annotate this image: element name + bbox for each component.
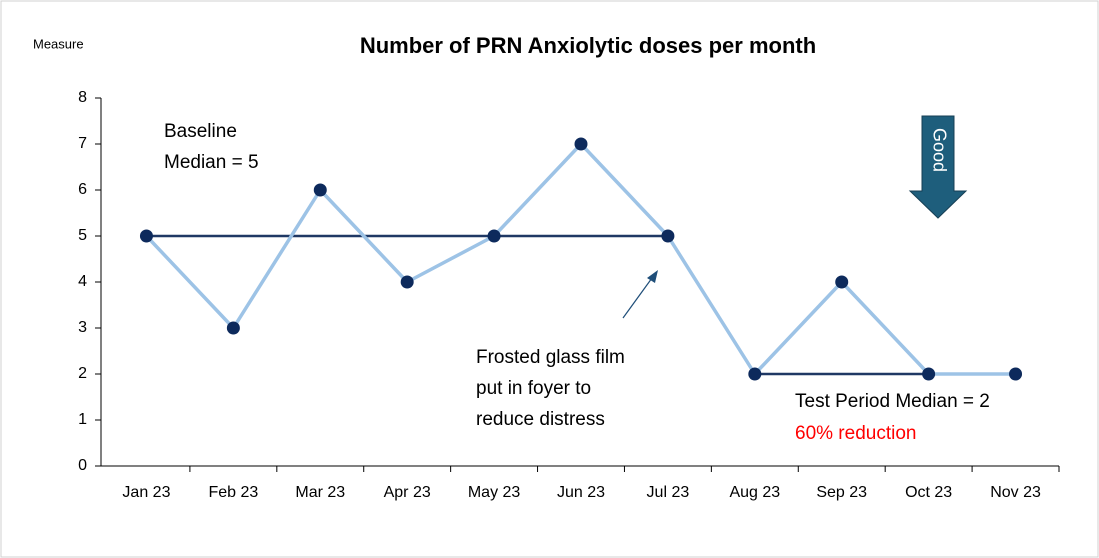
annotation: 60% reduction [795, 423, 916, 444]
x-tick-label: May 23 [468, 484, 521, 501]
data-point [748, 367, 762, 381]
y-tick-label: 3 [78, 319, 87, 336]
data-point [400, 275, 414, 289]
annotation: Baseline [164, 121, 237, 142]
direction-label: Good [929, 128, 949, 172]
x-tick-label: Oct 23 [905, 484, 952, 501]
x-tick-label: Apr 23 [384, 484, 431, 501]
y-tick-label: 5 [78, 227, 87, 244]
y-tick-label: 1 [78, 411, 87, 428]
data-point [139, 229, 153, 243]
y-tick-label: 6 [78, 181, 87, 198]
data-point [922, 367, 936, 381]
annotation-arrow [622, 277, 653, 319]
x-tick-label: Nov 23 [990, 484, 1041, 501]
data-point [313, 183, 327, 197]
annotation: Test Period Median = 2 [795, 391, 990, 412]
data-point [574, 137, 588, 151]
annotation: Frosted glass film [476, 347, 625, 368]
y-tick-label: 4 [78, 273, 87, 290]
data-point [835, 275, 849, 289]
y-tick-label: 2 [78, 365, 87, 382]
data-point [1009, 367, 1023, 381]
y-tick-label: 8 [78, 89, 87, 106]
annotation: reduce distress [476, 409, 605, 430]
x-tick-label: Sep 23 [816, 484, 867, 501]
chart-title: Number of PRN Anxiolytic doses per month [360, 33, 816, 58]
y-tick-label: 0 [78, 457, 87, 474]
annotation-arrowhead [647, 270, 658, 283]
data-point [487, 229, 501, 243]
x-tick-label: Jul 23 [647, 484, 690, 501]
y-tick-label: 7 [78, 135, 87, 152]
x-tick-label: Aug 23 [729, 484, 780, 501]
x-tick-label: Feb 23 [208, 484, 258, 501]
y-axis-label: Measure [33, 36, 84, 51]
x-tick-label: Mar 23 [295, 484, 345, 501]
annotation: put in foyer to [476, 378, 591, 399]
data-point [226, 321, 240, 335]
annotation: Median = 5 [164, 152, 259, 173]
data-point [661, 229, 675, 243]
x-tick-label: Jan 23 [122, 484, 170, 501]
direction-arrow [908, 115, 968, 219]
x-tick-label: Jun 23 [557, 484, 605, 501]
